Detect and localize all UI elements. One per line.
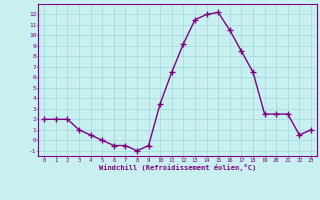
X-axis label: Windchill (Refroidissement éolien,°C): Windchill (Refroidissement éolien,°C) <box>99 164 256 171</box>
